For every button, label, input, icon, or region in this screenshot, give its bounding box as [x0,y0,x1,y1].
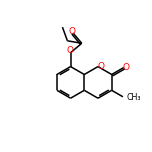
Text: O: O [122,63,129,72]
Text: O: O [67,46,74,55]
Text: O: O [68,27,75,36]
Text: O: O [97,62,104,71]
Text: CH₃: CH₃ [126,93,141,102]
